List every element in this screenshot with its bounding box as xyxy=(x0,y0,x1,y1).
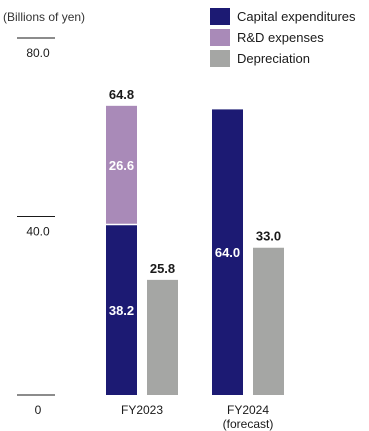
bar-total-label: 25.8 xyxy=(150,261,175,276)
bar-total-label: 33.0 xyxy=(256,229,281,244)
legend-label-capex: Capital expenditures xyxy=(237,9,356,24)
y-axis: 80.0 40.0 0 xyxy=(17,37,55,417)
y-tick-label: 0 xyxy=(35,403,42,417)
legend-label-depreciation: Depreciation xyxy=(237,51,310,66)
legend-swatch-rd xyxy=(210,29,230,46)
y-tick-label: 40.0 xyxy=(26,225,50,239)
bar-segment xyxy=(212,109,243,396)
legend: Capital expenditures R&D expenses Deprec… xyxy=(210,6,356,69)
bar-value-label: 64.0 xyxy=(215,245,240,260)
x-tick-sublabel: (forecast) xyxy=(223,417,274,431)
bar-segment xyxy=(253,247,284,395)
legend-item-capex: Capital expenditures xyxy=(210,6,356,27)
y-tick-label: 80.0 xyxy=(26,46,50,60)
legend-swatch-depreciation xyxy=(210,50,230,67)
legend-item-depreciation: Depreciation xyxy=(210,48,356,69)
legend-item-rd: R&D expenses xyxy=(210,27,356,48)
x-axis: FY2023 FY2024(forecast) xyxy=(121,403,273,431)
unit-label: (Billions of yen) xyxy=(3,10,85,24)
bar-segment xyxy=(106,224,137,395)
bar-total-label: 64.8 xyxy=(109,87,134,102)
legend-swatch-capex xyxy=(210,8,230,25)
x-tick-label: FY2024 xyxy=(227,403,269,417)
bar-value-label: 38.2 xyxy=(109,303,134,318)
bar-value-label: 26.6 xyxy=(109,158,134,173)
bar-segment xyxy=(106,105,137,225)
bars: 38.2 26.6 64.8 25.8 64.0 33.0 xyxy=(106,87,284,396)
x-tick-label: FY2023 xyxy=(121,403,163,417)
legend-label-rd: R&D expenses xyxy=(237,30,324,45)
bar-segment xyxy=(147,279,178,395)
